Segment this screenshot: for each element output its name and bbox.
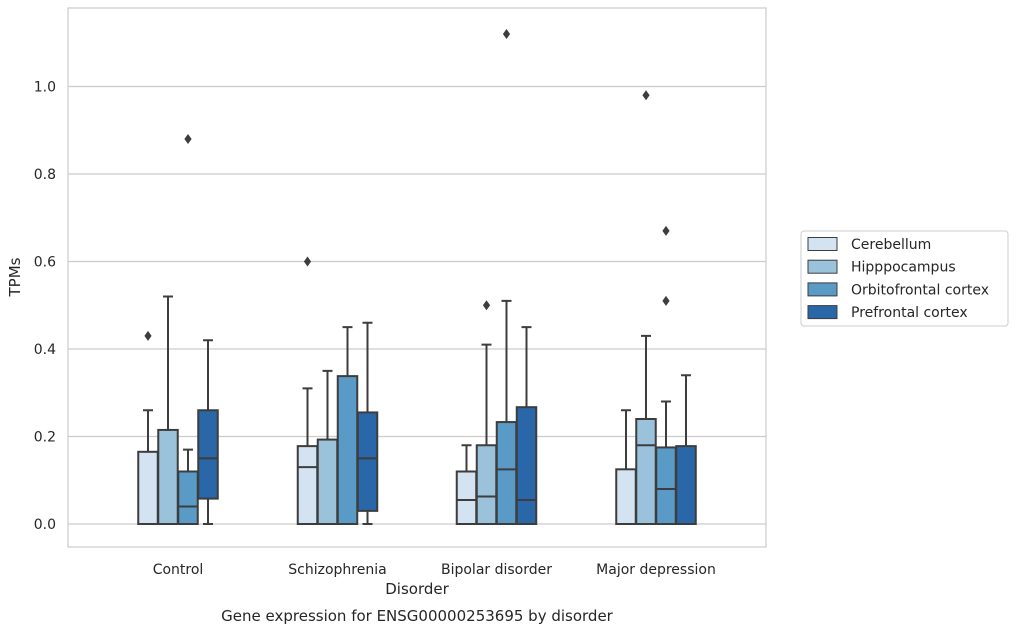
legend-swatch	[807, 237, 838, 251]
y-tick-labels: 0.0 0.2 0.4 0.6 0.8 1.0	[34, 80, 56, 534]
box	[515, 406, 538, 525]
box	[675, 445, 697, 525]
box	[336, 375, 359, 525]
outlier-point	[662, 225, 670, 236]
x-tick-label: Bipolar disorder	[441, 562, 552, 578]
box	[455, 470, 478, 525]
y-tick-label: 1.0	[34, 80, 56, 96]
box	[296, 445, 319, 525]
box	[316, 438, 339, 525]
legend-swatch	[807, 305, 838, 320]
outlier-point	[482, 300, 491, 311]
x-tick-label: Major depression	[596, 562, 716, 578]
chart-caption: Gene expression for ENSG00000253695 by d…	[221, 607, 614, 625]
box-plot-series	[137, 29, 697, 525]
box	[635, 418, 657, 525]
box	[137, 450, 159, 525]
outlier-point	[184, 134, 192, 144]
legend: Cerebellum Hipppocampus Orbitofrontal cort…	[800, 230, 1009, 327]
legend-frame	[800, 230, 1009, 327]
box	[495, 421, 518, 525]
legend-swatch	[807, 282, 838, 297]
plot-frame	[67, 7, 767, 548]
outlier-point	[303, 256, 312, 267]
box	[475, 444, 498, 525]
series-orbitofrontal-cortex	[177, 29, 677, 525]
legend-label: Hipppocampus	[851, 260, 956, 276]
outlier-point	[502, 29, 511, 39]
legend-label: Orbitofrontal cortex	[851, 282, 989, 298]
y-tick-label: 0.0	[34, 517, 56, 533]
x-tick-label: Schizophrenia	[288, 562, 386, 578]
y-axis-title: TPMs	[6, 257, 24, 297]
outlier-point	[144, 330, 152, 341]
legend-label: Prefrontal cortex	[851, 305, 968, 321]
legend-label: Cerebellum	[851, 237, 931, 253]
y-tick-label: 0.2	[34, 430, 56, 446]
y-tick-label: 0.4	[34, 342, 56, 358]
x-tick-labels: Control Schizophrenia Bipolar disorder Majo…	[153, 562, 716, 578]
box	[655, 446, 677, 525]
outlier-point	[662, 295, 670, 306]
x-axis-title: Disorder	[385, 580, 449, 598]
x-tick-label: Control	[153, 562, 204, 578]
box	[157, 428, 179, 525]
outlier-point	[642, 90, 650, 101]
box	[197, 409, 219, 500]
y-tick-label: 0.8	[34, 167, 56, 183]
legend-swatch	[807, 259, 838, 274]
box	[615, 468, 637, 525]
series-prefrontal-cortex	[197, 321, 697, 525]
y-tick-label: 0.6	[34, 255, 56, 271]
box	[177, 470, 199, 525]
box	[356, 411, 379, 512]
